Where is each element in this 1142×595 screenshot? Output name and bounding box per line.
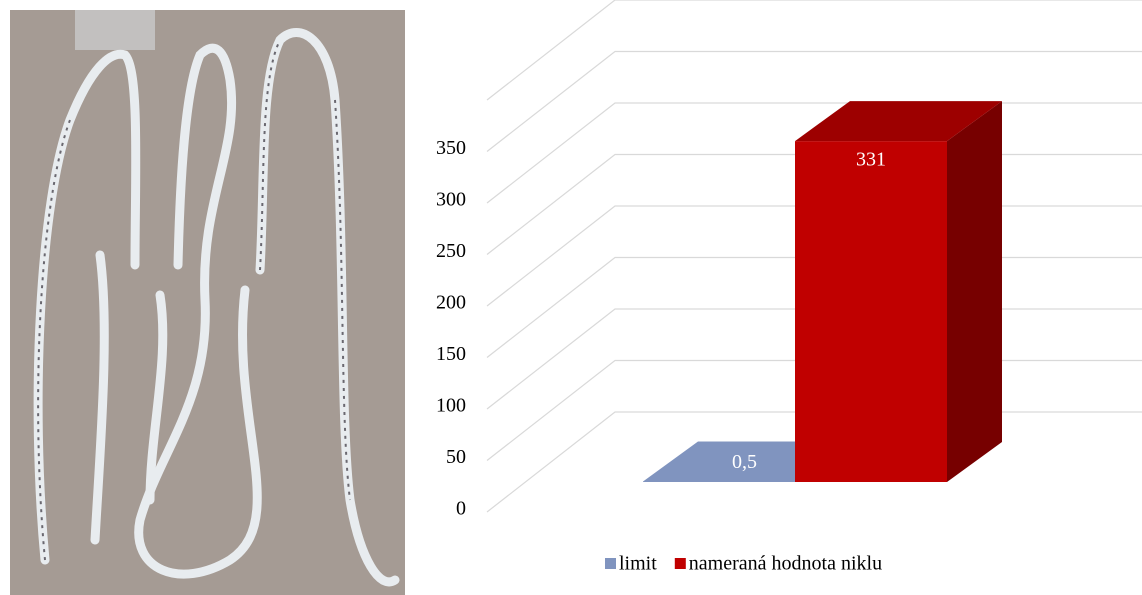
plastic-bag bbox=[75, 10, 155, 50]
y-tick-label: 300 bbox=[436, 189, 466, 211]
legend-swatch bbox=[605, 558, 616, 569]
chart: 0 50 100 150 200 250 300 350 0,5 331 limit nameraná… bbox=[436, 0, 1142, 575]
bar-front bbox=[643, 481, 795, 482]
y-tick-label: 150 bbox=[436, 343, 466, 365]
chain-shadow bbox=[259, 39, 281, 271]
chain bbox=[33, 49, 141, 565]
y-tick-label: 0 bbox=[456, 498, 466, 520]
data-label: 331 bbox=[856, 149, 886, 171]
legend-swatch bbox=[674, 558, 686, 569]
y-tick-label: 50 bbox=[446, 446, 466, 468]
chain-shadows bbox=[37, 39, 351, 561]
chain bbox=[255, 28, 400, 587]
chain bbox=[90, 250, 109, 545]
legend-label: nameraná hodnota niklu bbox=[689, 553, 882, 575]
chain bbox=[134, 43, 262, 579]
y-tick-label: 250 bbox=[436, 240, 466, 262]
y-tick-label: 100 bbox=[436, 395, 466, 417]
data-label: 0,5 bbox=[732, 451, 757, 473]
chain bbox=[145, 290, 168, 505]
bar-side bbox=[947, 101, 1002, 482]
chains bbox=[33, 28, 400, 587]
legend-label: limit bbox=[619, 553, 657, 575]
chain-shadow bbox=[37, 119, 71, 561]
bar-top bbox=[795, 101, 1002, 142]
chain-shadow bbox=[334, 99, 351, 501]
photo bbox=[10, 10, 405, 595]
grid-line bbox=[486, 50, 1142, 152]
y-tick-label: 350 bbox=[436, 137, 466, 159]
grid-line bbox=[486, 0, 1142, 101]
y-tick-label: 200 bbox=[436, 292, 466, 314]
bar-front bbox=[795, 141, 947, 482]
